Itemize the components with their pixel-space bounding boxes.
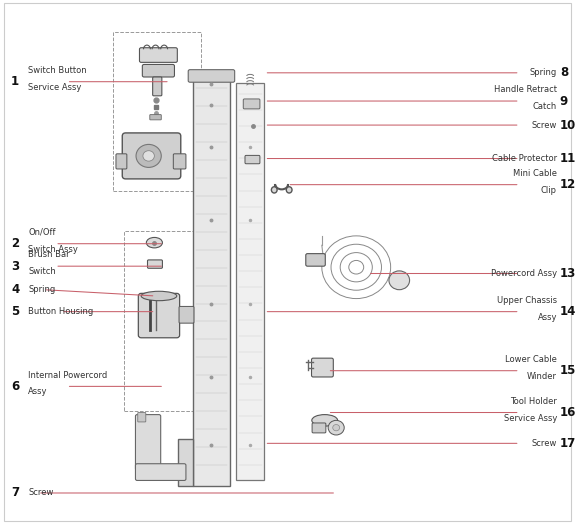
Circle shape: [328, 420, 344, 435]
Text: Brush Bar: Brush Bar: [28, 250, 70, 259]
Text: 13: 13: [560, 267, 576, 280]
FancyBboxPatch shape: [122, 133, 181, 179]
FancyBboxPatch shape: [136, 464, 186, 481]
Ellipse shape: [287, 187, 292, 193]
FancyBboxPatch shape: [311, 358, 334, 377]
Text: Cable Protector: Cable Protector: [492, 154, 557, 163]
FancyBboxPatch shape: [147, 260, 162, 268]
FancyBboxPatch shape: [139, 48, 177, 62]
Circle shape: [389, 271, 409, 290]
Text: Spring: Spring: [28, 285, 56, 294]
Text: Spring: Spring: [530, 68, 557, 78]
Text: Screw: Screw: [28, 488, 53, 497]
Text: Button Housing: Button Housing: [28, 307, 93, 316]
FancyBboxPatch shape: [179, 307, 194, 323]
Text: Assy: Assy: [28, 387, 48, 397]
Text: 5: 5: [11, 305, 19, 318]
FancyBboxPatch shape: [236, 83, 264, 481]
Text: Service Assy: Service Assy: [28, 83, 82, 92]
Circle shape: [333, 424, 340, 431]
Text: Switch: Switch: [28, 267, 56, 276]
Text: Winder: Winder: [527, 372, 557, 381]
FancyBboxPatch shape: [179, 439, 193, 486]
Text: 15: 15: [560, 364, 576, 377]
FancyBboxPatch shape: [138, 412, 146, 422]
Text: Assy: Assy: [538, 313, 557, 322]
Circle shape: [136, 145, 161, 167]
Text: 7: 7: [11, 486, 19, 499]
Text: Switch Assy: Switch Assy: [28, 245, 78, 254]
Text: 17: 17: [560, 437, 576, 450]
Ellipse shape: [271, 187, 277, 193]
Text: 2: 2: [11, 237, 19, 250]
Text: 6: 6: [11, 380, 19, 393]
FancyBboxPatch shape: [138, 293, 180, 338]
Text: 1: 1: [11, 75, 19, 88]
Text: Upper Chassis: Upper Chassis: [497, 296, 557, 305]
Text: 3: 3: [11, 260, 19, 272]
FancyBboxPatch shape: [173, 154, 186, 169]
FancyBboxPatch shape: [243, 99, 260, 109]
Text: Screw: Screw: [532, 439, 557, 448]
Text: Lower Cable: Lower Cable: [505, 355, 557, 364]
Ellipse shape: [312, 414, 338, 426]
Text: Tool Holder: Tool Holder: [510, 397, 557, 406]
Text: 8: 8: [560, 67, 568, 79]
Text: Handle Retract: Handle Retract: [494, 85, 557, 94]
FancyBboxPatch shape: [150, 115, 161, 120]
Ellipse shape: [146, 237, 162, 248]
Text: 14: 14: [560, 305, 576, 318]
Text: Switch Button: Switch Button: [28, 66, 87, 75]
FancyBboxPatch shape: [142, 64, 175, 77]
Circle shape: [143, 151, 154, 161]
FancyBboxPatch shape: [193, 78, 230, 486]
Text: 10: 10: [560, 118, 576, 132]
FancyBboxPatch shape: [245, 156, 260, 163]
Text: Powercord Assy: Powercord Assy: [491, 269, 557, 278]
FancyBboxPatch shape: [136, 414, 161, 470]
FancyBboxPatch shape: [153, 77, 162, 96]
Text: Catch: Catch: [532, 102, 557, 111]
FancyBboxPatch shape: [116, 154, 127, 169]
Text: 16: 16: [560, 406, 576, 419]
Text: Clip: Clip: [541, 185, 557, 195]
FancyBboxPatch shape: [306, 254, 325, 266]
Text: Mini Cable: Mini Cable: [513, 169, 557, 178]
Text: 9: 9: [560, 94, 568, 107]
Text: Screw: Screw: [532, 121, 557, 129]
Text: 11: 11: [560, 152, 576, 165]
Text: On/Off: On/Off: [28, 228, 56, 237]
Text: Service Assy: Service Assy: [503, 413, 557, 422]
Text: 4: 4: [11, 283, 19, 296]
Text: Internal Powercord: Internal Powercord: [28, 370, 107, 379]
Text: 12: 12: [560, 178, 576, 191]
Ellipse shape: [141, 291, 177, 301]
FancyBboxPatch shape: [188, 70, 235, 82]
FancyBboxPatch shape: [312, 423, 326, 433]
